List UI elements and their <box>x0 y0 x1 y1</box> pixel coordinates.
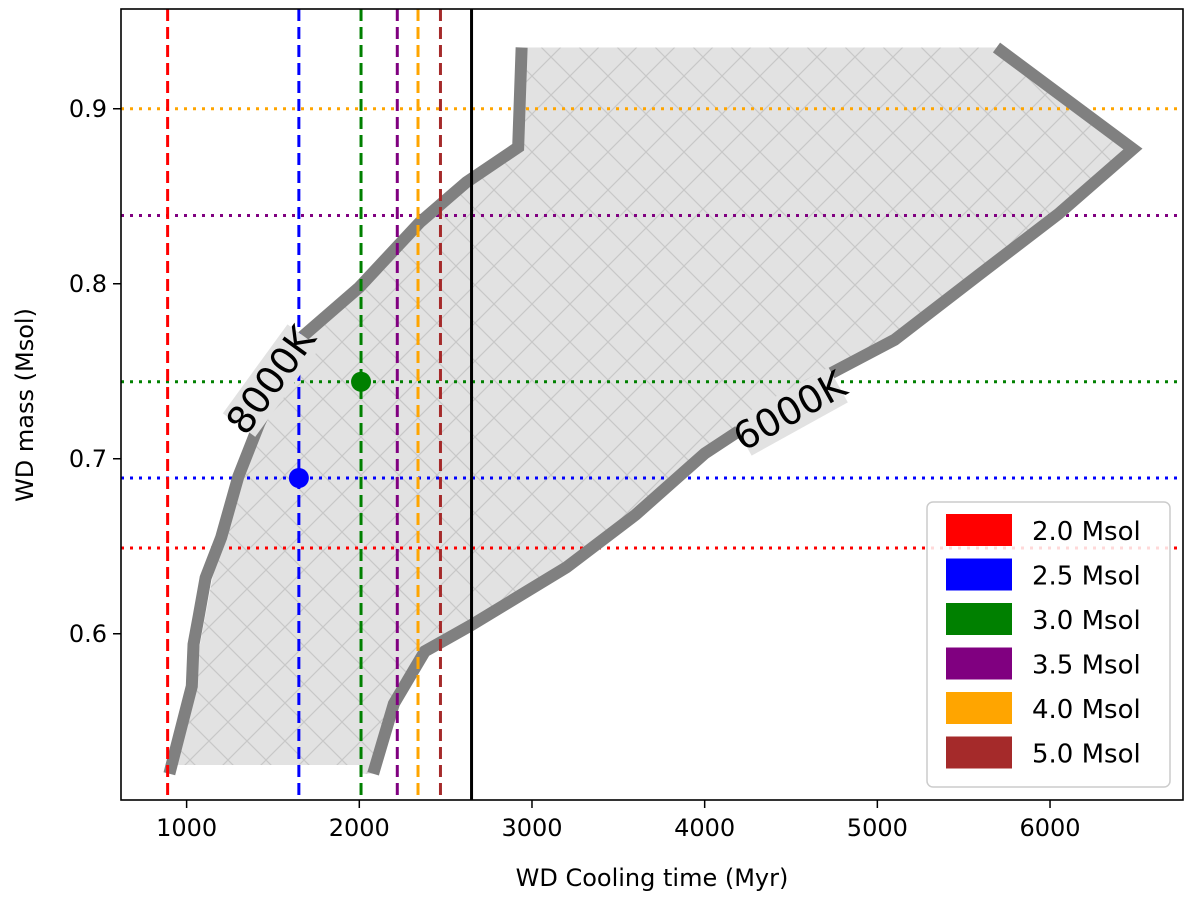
x-tick-label-4: 5000 <box>847 814 908 842</box>
legend-label-1: 2.5 Msol <box>1032 562 1141 592</box>
boundary-curve-1 <box>367 42 1143 776</box>
legend-label-4: 4.0 Msol <box>1032 695 1141 725</box>
legend-label-5: 5.0 Msol <box>1032 740 1141 770</box>
x-axis-label: WD Cooling time (Myr) <box>516 864 789 892</box>
legend-label-0: 2.0 Msol <box>1032 517 1141 547</box>
legend-swatch-4 <box>946 692 1012 724</box>
shaded-region-hatch <box>169 47 1130 774</box>
plot-frame <box>120 8 1184 801</box>
legend-swatch-2 <box>946 603 1012 635</box>
legend-swatch-0 <box>946 514 1012 546</box>
legend-swatch-5 <box>946 736 1012 769</box>
legend-label-2: 3.0 Msol <box>1032 606 1141 636</box>
x-tick-label-0: 1000 <box>156 814 217 842</box>
y-tick-label-3: 0.9 <box>69 95 107 123</box>
x-tick-label-1: 2000 <box>329 814 390 842</box>
y-axis-label: WD mass (Msol) <box>11 308 39 502</box>
x-tick-label-2: 3000 <box>501 814 562 842</box>
y-tick-label-2: 0.8 <box>69 270 107 298</box>
x-tick-label-5: 6000 <box>1019 814 1080 842</box>
legend-swatch-1 <box>946 558 1012 591</box>
y-tick-label-1: 0.7 <box>69 445 107 473</box>
x-tick-label-3: 4000 <box>674 814 735 842</box>
data-point-0 <box>288 468 309 488</box>
legend-label-3: 3.5 Msol <box>1032 651 1141 681</box>
legend-swatch-3 <box>946 647 1012 680</box>
legend: 2.0 Msol 2.5 Msol 3.0 Msol 3.5 Msol 4.0 Msol… <box>926 501 1171 788</box>
boundary-curve-0 <box>163 47 528 776</box>
y-tick-label-0: 0.6 <box>69 620 107 648</box>
data-point-1 <box>351 371 372 392</box>
